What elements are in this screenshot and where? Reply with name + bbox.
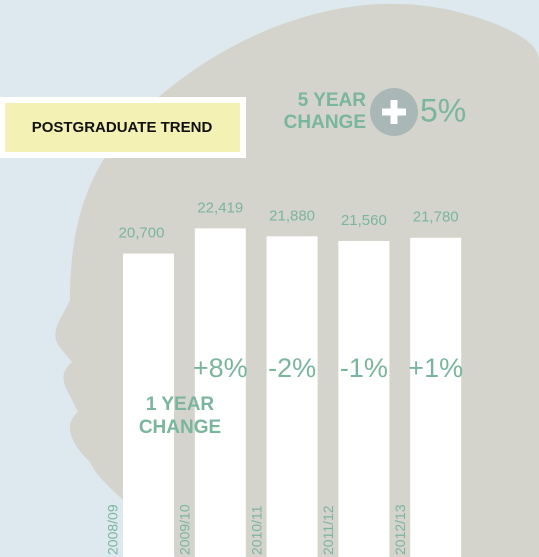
bar: [410, 237, 462, 557]
one-year-label: 1 YEAR: [146, 394, 215, 415]
value-label: 22,419: [197, 199, 243, 216]
bar: [194, 228, 246, 557]
x-tick-label: 2010/11: [248, 505, 264, 555]
five-year-label: 5 YEAR: [298, 90, 367, 111]
five-year-label: CHANGE: [284, 112, 366, 133]
value-label: 21,780: [413, 209, 459, 226]
x-tick-label: 2011/12: [320, 505, 336, 555]
bar: [266, 236, 318, 557]
five-year-value: 5%: [420, 92, 466, 128]
bar: [123, 253, 174, 557]
x-tick-label: 2012/13: [392, 504, 408, 555]
bars: [123, 228, 462, 557]
bar: [338, 240, 390, 557]
change-label: -2%: [268, 353, 316, 383]
change-label: +1%: [408, 353, 463, 383]
change-label: +8%: [193, 353, 248, 383]
x-tick-label: 2008/09: [105, 504, 121, 555]
chart-title: POSTGRADUATE TREND: [32, 119, 213, 136]
value-label: 21,880: [269, 207, 315, 224]
plus-icon-sign: [382, 100, 406, 124]
title-box: [5, 103, 240, 152]
one-year-label: CHANGE: [139, 417, 221, 438]
value-label: 21,560: [341, 212, 387, 229]
x-tick-label: 2009/10: [177, 504, 193, 555]
change-label: -1%: [340, 353, 388, 383]
value-label: 20,700: [119, 225, 165, 242]
